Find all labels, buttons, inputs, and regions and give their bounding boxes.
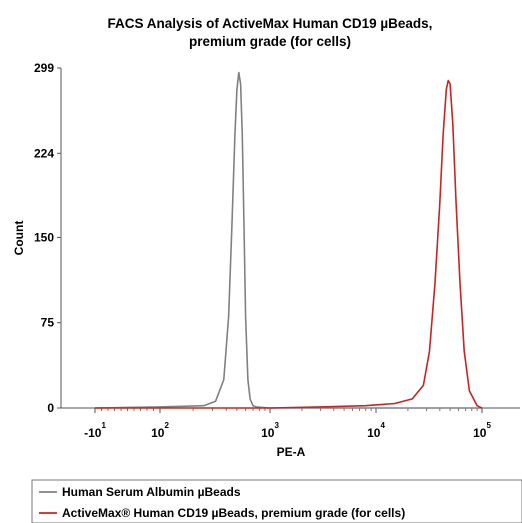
series-line-hsa bbox=[94, 71, 482, 409]
chart-title-line-1: FACS Analysis of ActiveMax Human CD19 µB… bbox=[108, 16, 433, 31]
legend-frame bbox=[31, 479, 522, 523]
legend: Human Serum Albumin µBeads ActiveMax® Hu… bbox=[31, 479, 522, 523]
legend-label-cd19: ActiveMax® Human CD19 µBeads, premium gr… bbox=[62, 506, 405, 520]
x-tick-label: 102 bbox=[151, 421, 169, 440]
y-tick-label: 0 bbox=[47, 401, 54, 415]
y-tick-label: 224 bbox=[34, 146, 54, 160]
y-tick-label: 150 bbox=[34, 230, 54, 244]
series-layer bbox=[94, 71, 483, 409]
legend-label-hsa: Human Serum Albumin µBeads bbox=[62, 485, 241, 499]
x-tick-label: 104 bbox=[367, 421, 385, 440]
x-axis-label: PE-A bbox=[277, 445, 306, 459]
x-tick-group: -101 102 103 104 105 bbox=[84, 408, 491, 440]
x-tick-label: 105 bbox=[473, 421, 491, 440]
plot-area: 0 75 150 224 299 -101 102 103 104 105 bbox=[34, 61, 520, 440]
x-tick-label: -101 bbox=[84, 421, 106, 440]
y-tick-label: 299 bbox=[34, 61, 54, 75]
chart-title-line-2: premium grade (for cells) bbox=[189, 34, 351, 49]
series-line-cd19 bbox=[95, 79, 483, 409]
y-axis-label: Count bbox=[12, 221, 26, 256]
y-tick-label: 75 bbox=[41, 316, 55, 330]
x-tick-label: 103 bbox=[261, 421, 279, 440]
y-tick-group: 0 75 150 224 299 bbox=[34, 61, 61, 415]
